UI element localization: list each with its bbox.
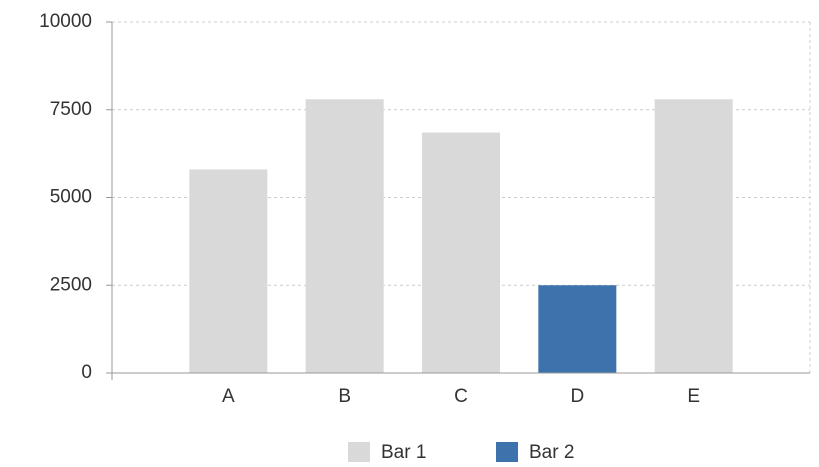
y-tick-label: 0 — [81, 362, 92, 383]
bar — [422, 132, 500, 373]
x-tick-label: C — [454, 386, 468, 407]
legend-swatch — [348, 442, 370, 462]
legend-label: Bar 2 — [529, 442, 574, 463]
x-tick-label: D — [570, 386, 584, 407]
x-tick-label: B — [338, 386, 351, 407]
y-tick-label: 7500 — [50, 99, 92, 120]
x-tick-label: E — [687, 386, 700, 407]
bar — [654, 99, 733, 373]
y-tick-label: 2500 — [50, 274, 92, 295]
bar — [189, 169, 268, 373]
bar — [538, 285, 617, 373]
y-tick-label: 10000 — [39, 11, 92, 32]
bar — [305, 99, 384, 373]
y-tick-label: 5000 — [50, 187, 92, 208]
x-tick-label: A — [222, 386, 235, 407]
legend-swatch — [496, 442, 518, 462]
legend-label: Bar 1 — [381, 442, 426, 463]
